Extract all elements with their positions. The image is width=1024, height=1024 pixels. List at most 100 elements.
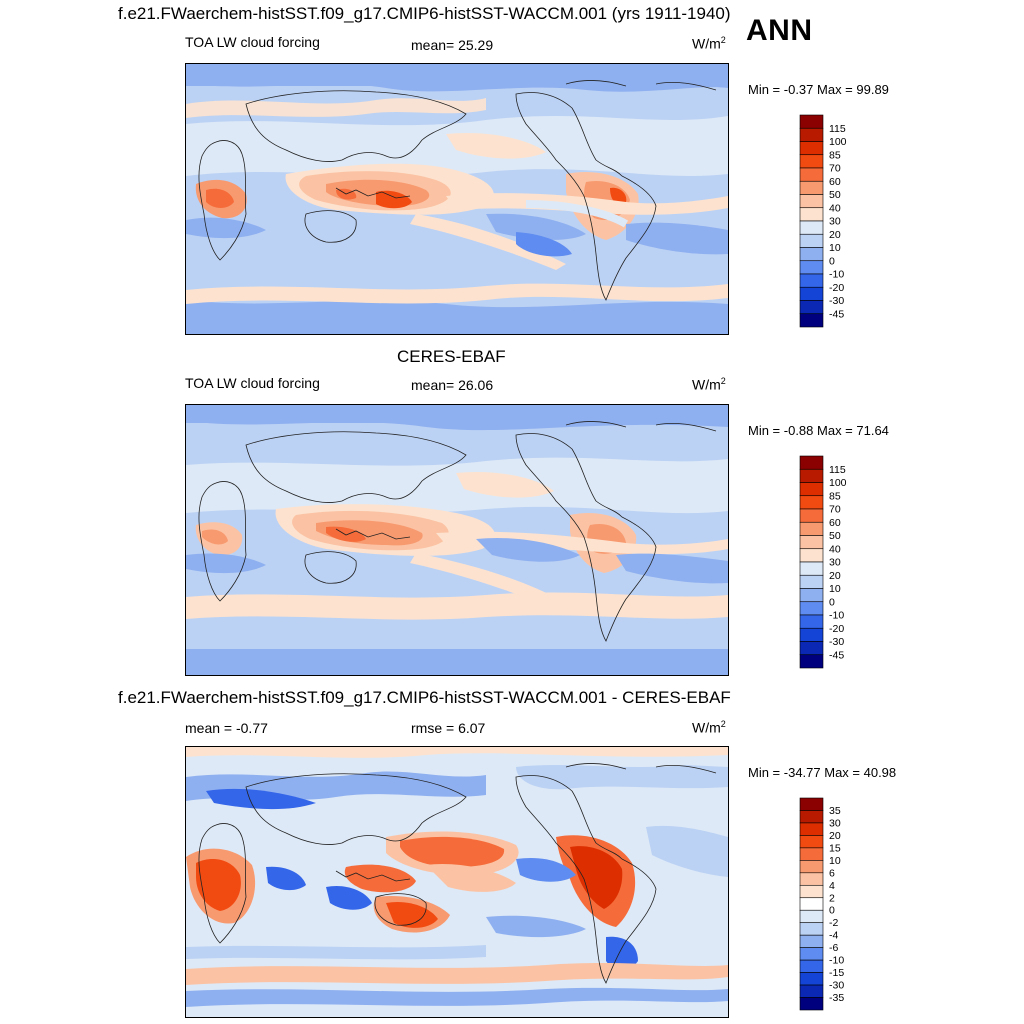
colorbar-box xyxy=(799,860,824,874)
colorbar-box xyxy=(799,455,824,470)
colorbar-label: -10 xyxy=(829,610,844,622)
colorbar-label: 70 xyxy=(829,504,841,516)
panel1-minmax: Min = -0.37 Max = 99.89 xyxy=(748,82,889,97)
colorbar-label: 20 xyxy=(829,570,841,582)
colorbar-box xyxy=(799,947,824,961)
panel1-map xyxy=(185,63,729,335)
colorbar-label: 115 xyxy=(829,123,846,135)
colorbar-label: 115 xyxy=(829,464,846,476)
colorbar-box xyxy=(799,154,824,169)
colorbar-box xyxy=(799,468,824,483)
colorbar-box xyxy=(799,300,824,315)
colorbar-box xyxy=(799,127,824,142)
panel1-variable-label: TOA LW cloud forcing xyxy=(185,34,320,50)
colorbar-label: -30 xyxy=(829,636,844,648)
units-base: W/m xyxy=(692,719,721,736)
colorbar-box xyxy=(799,588,824,603)
colorbar-label: -30 xyxy=(829,980,844,992)
colorbar-label: -2 xyxy=(829,917,838,929)
colorbar-label: 10 xyxy=(829,242,841,254)
colorbar-label: 10 xyxy=(829,855,841,867)
units-sup: 2 xyxy=(720,35,726,45)
colorbar-box xyxy=(799,180,824,195)
colorbar-box xyxy=(799,614,824,629)
colorbar-box xyxy=(799,641,824,656)
colorbar-box xyxy=(799,141,824,156)
colorbar-box xyxy=(799,286,824,301)
colorbar-box xyxy=(799,508,824,523)
colorbar-box xyxy=(799,884,824,899)
panel1-mean-label: mean= 25.29 xyxy=(411,37,494,53)
colorbar-box xyxy=(799,934,824,948)
colorbar-label: 0 xyxy=(829,596,835,608)
colorbar-label: 60 xyxy=(829,176,841,188)
colorbar-box xyxy=(799,220,824,235)
panel3-title: f.e21.FWaerchem-histSST.f09_g17.CMIP6-hi… xyxy=(118,688,731,707)
colorbar-label: 10 xyxy=(829,583,841,595)
panel2-mean-label: mean= 26.06 xyxy=(411,377,494,393)
colorbar-label: 0 xyxy=(829,905,835,917)
colorbar-label: 85 xyxy=(829,149,841,161)
panel2-minmax: Min = -0.88 Max = 71.64 xyxy=(748,423,889,438)
colorbar-label: 20 xyxy=(829,830,841,842)
colorbar-box xyxy=(799,561,824,576)
colorbar-label: 100 xyxy=(829,477,847,489)
colorbar-box xyxy=(799,810,824,824)
colorbar-box xyxy=(799,847,824,861)
colorbar-label: 0 xyxy=(829,255,835,267)
panel3-minmax: Min = -34.77 Max = 40.98 xyxy=(748,765,897,780)
units-base: W/m xyxy=(692,376,721,393)
colorbar-label: 30 xyxy=(829,817,841,829)
colorbar-label: -45 xyxy=(829,649,844,661)
colorbar-box xyxy=(799,627,824,642)
colorbar-label: -4 xyxy=(829,930,838,942)
colorbar-label: 6 xyxy=(829,867,835,879)
panel3-mean-label: mean = -0.77 xyxy=(185,720,268,736)
colorbar-box xyxy=(799,207,824,222)
colorbar-label: 70 xyxy=(829,163,841,175)
panel3-units: W/m2 xyxy=(692,720,726,735)
panel3-colorbar: 35 30 20 15 10 6 4 2 0 -2 -4 -6 -10 -15 -30 -35 xyxy=(799,797,860,1013)
colorbar-box xyxy=(799,273,824,288)
colorbar-box xyxy=(799,521,824,536)
colorbar-label: -20 xyxy=(829,623,844,635)
colorbar-label: 30 xyxy=(829,216,841,228)
colorbar-label: 30 xyxy=(829,557,841,569)
season-label: ANN xyxy=(746,14,813,47)
colorbar-box xyxy=(799,260,824,275)
colorbar-box xyxy=(799,797,824,811)
colorbar-label: -15 xyxy=(829,967,844,979)
colorbar-box xyxy=(799,897,824,911)
units-base: W/m xyxy=(692,35,721,52)
colorbar-label: -30 xyxy=(829,295,844,307)
panel1-colorbar: 115 100 85 70 60 50 40 30 20 10 0 -10 -20 -30 -45 xyxy=(799,114,860,330)
colorbar-box xyxy=(799,233,824,248)
panel2-map xyxy=(185,404,729,676)
colorbar-box xyxy=(799,495,824,510)
units-sup: 2 xyxy=(720,719,726,729)
panel2-colorbar: 115 100 85 70 60 50 40 30 20 10 0 -10 -20 -30 -45 xyxy=(799,455,860,671)
colorbar-label: 100 xyxy=(829,136,847,148)
colorbar-box xyxy=(799,654,824,669)
panel3-map xyxy=(185,746,729,1018)
colorbar-label: -35 xyxy=(829,992,844,1004)
colorbar-label: -10 xyxy=(829,269,844,281)
colorbar-box xyxy=(799,482,824,497)
colorbar-label: 2 xyxy=(829,892,835,904)
colorbar-box xyxy=(799,574,824,589)
colorbar-box xyxy=(799,167,824,182)
colorbar-label: -10 xyxy=(829,955,844,967)
colorbar-label: 35 xyxy=(829,805,841,817)
colorbar-box xyxy=(799,535,824,550)
colorbar-label: 4 xyxy=(829,880,835,892)
colorbar-label: 60 xyxy=(829,517,841,529)
colorbar-box xyxy=(799,548,824,563)
colorbar-label: -6 xyxy=(829,942,838,954)
panel3-rmse-label: rmse = 6.07 xyxy=(411,720,486,736)
colorbar-label: 50 xyxy=(829,530,841,542)
panel1-units: W/m2 xyxy=(692,36,726,51)
colorbar-box xyxy=(799,997,824,1011)
colorbar-label: 40 xyxy=(829,543,841,555)
